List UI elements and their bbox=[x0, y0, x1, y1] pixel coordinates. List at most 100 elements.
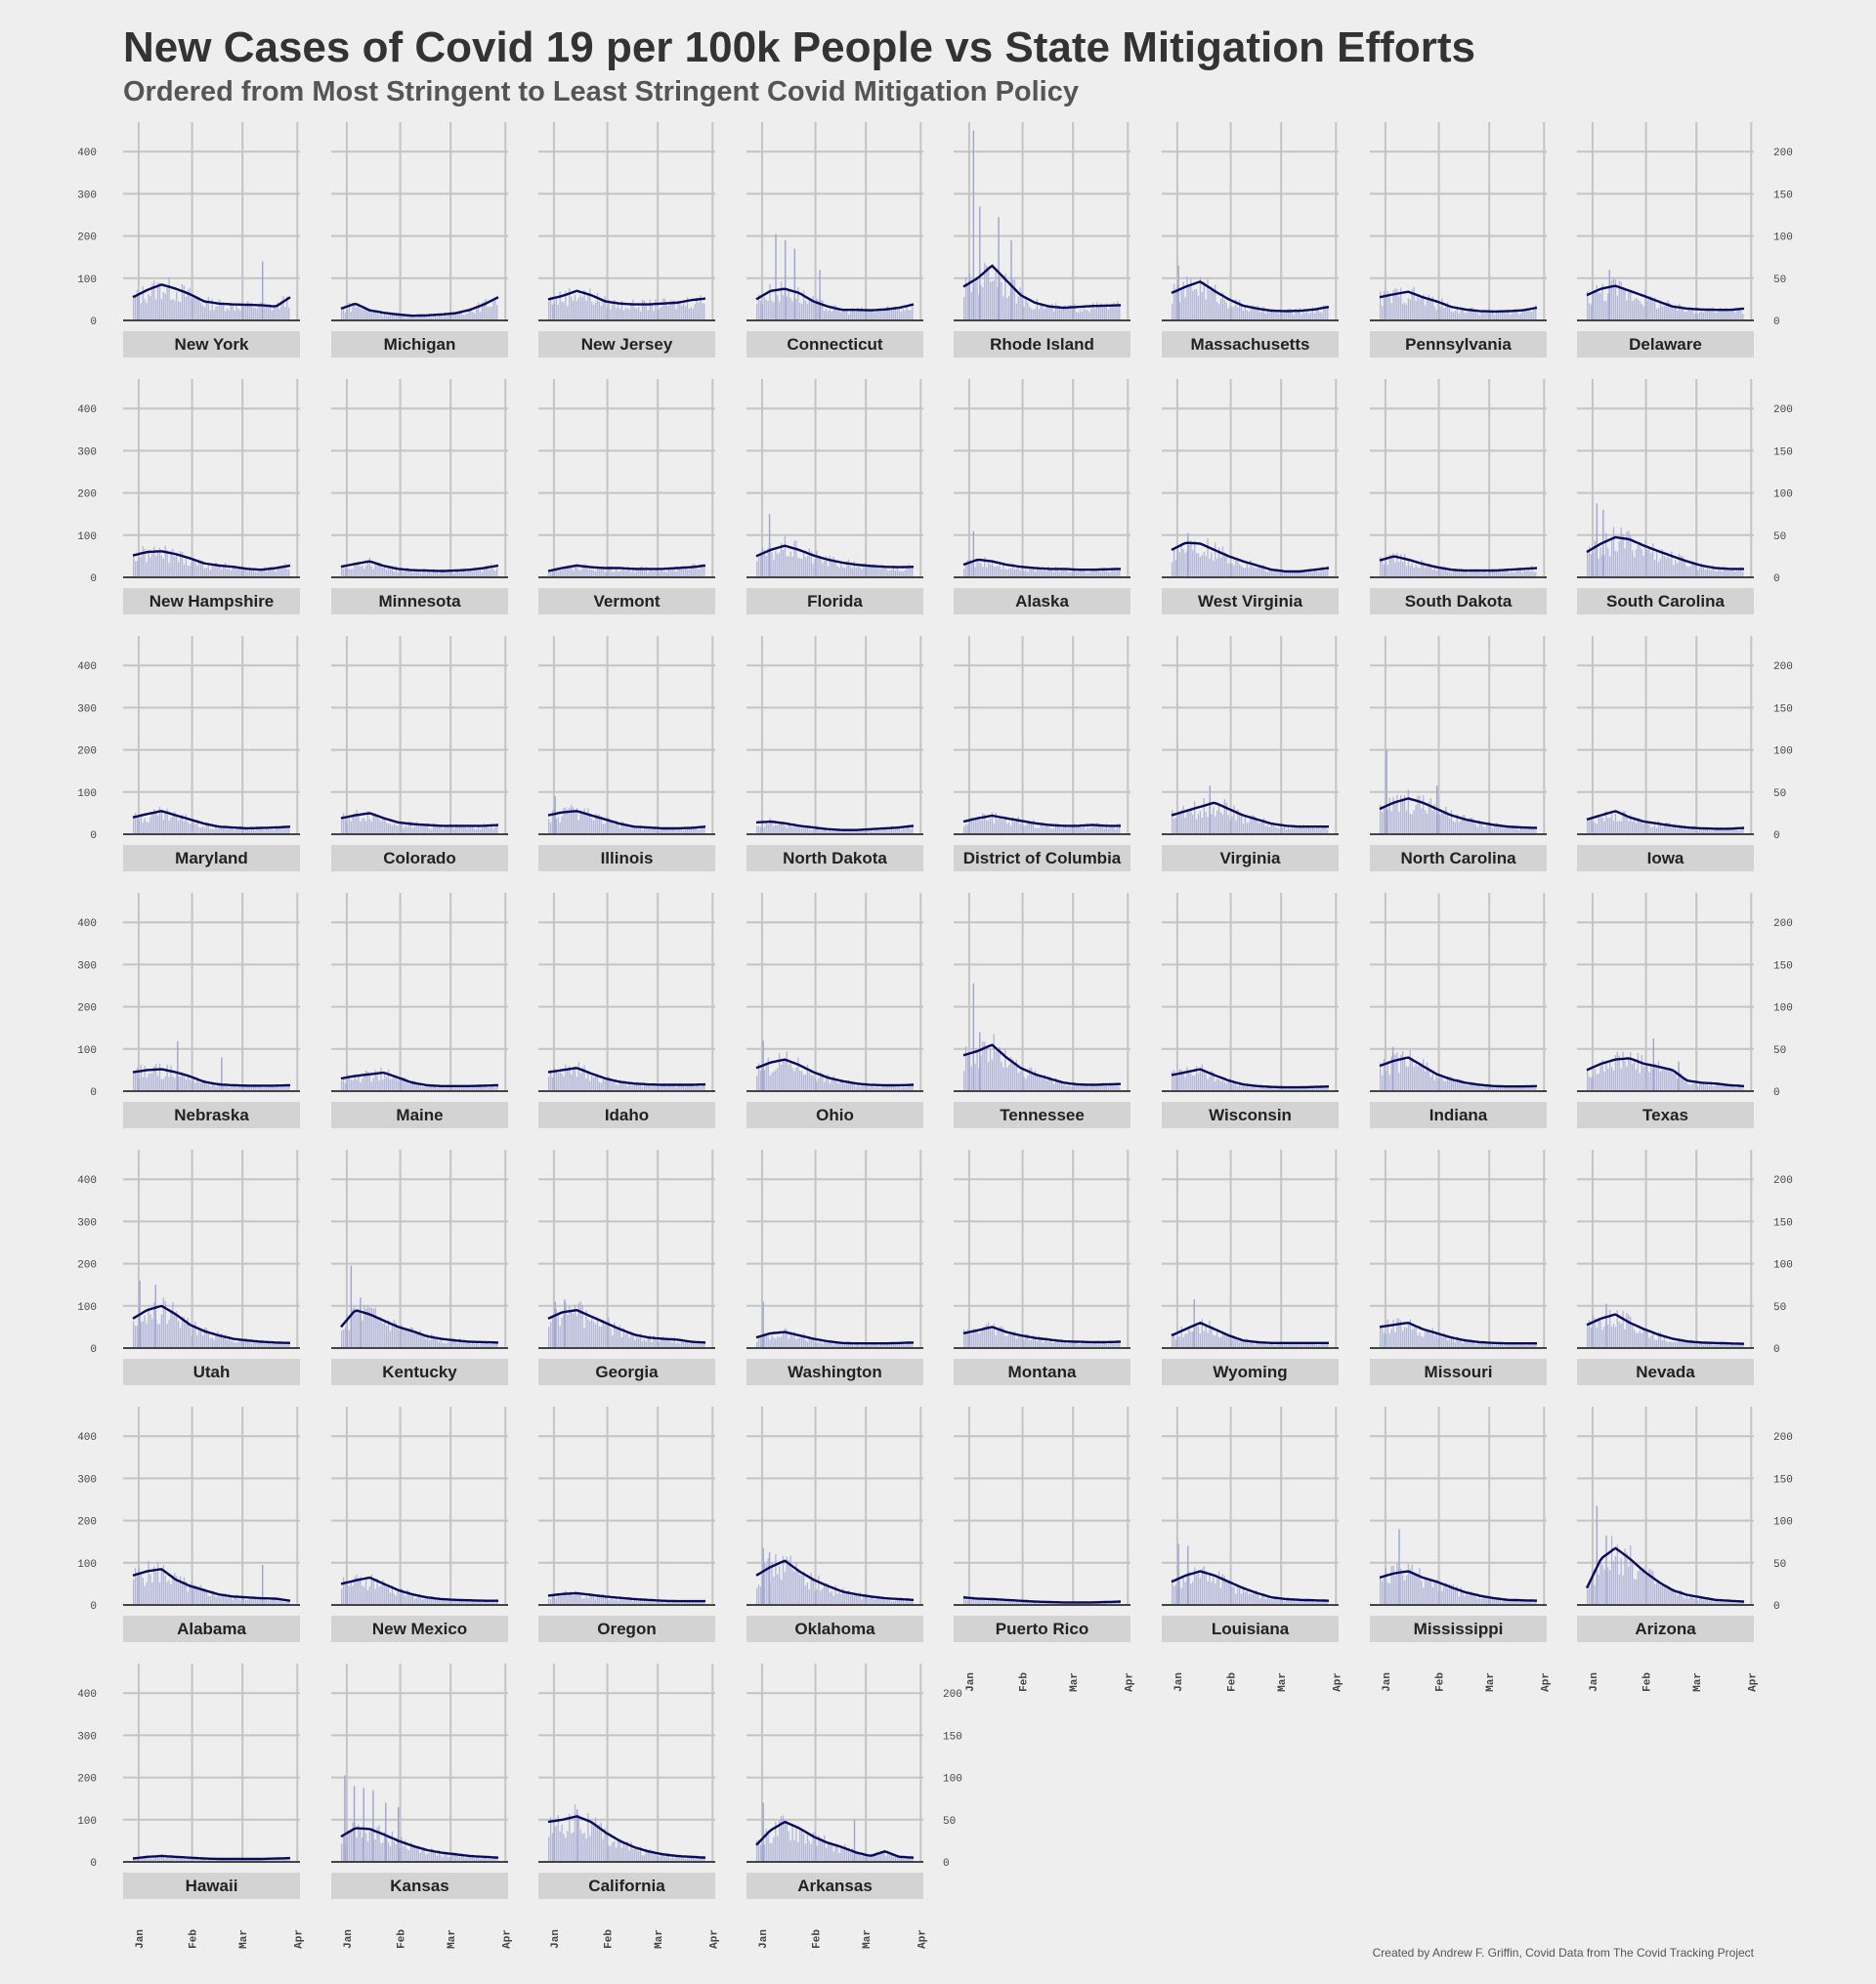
daily-bar bbox=[661, 298, 664, 320]
daily-bar bbox=[1217, 804, 1220, 834]
daily-bar bbox=[912, 567, 914, 577]
daily-bar bbox=[1514, 571, 1516, 577]
daily-bar bbox=[1452, 1583, 1455, 1605]
daily-bar bbox=[698, 569, 700, 577]
daily-bar bbox=[1450, 1076, 1453, 1091]
daily-bar bbox=[1015, 1059, 1017, 1091]
daily-bar bbox=[185, 1581, 187, 1605]
daily-bar bbox=[581, 567, 583, 577]
daily-bar bbox=[902, 826, 904, 834]
daily-bar bbox=[1603, 1327, 1605, 1348]
daily-bar bbox=[842, 310, 844, 320]
daily-bar bbox=[237, 569, 239, 577]
daily-bar bbox=[779, 1336, 781, 1348]
daily-bar bbox=[842, 828, 844, 834]
daily-bar bbox=[232, 1599, 234, 1605]
daily-bar bbox=[1280, 1088, 1282, 1091]
daily-bar bbox=[993, 1598, 995, 1605]
daily-bar bbox=[372, 569, 374, 577]
daily-bar bbox=[846, 308, 848, 320]
daily-bar bbox=[1654, 560, 1656, 577]
daily-bar bbox=[1644, 290, 1646, 320]
daily-bar bbox=[1622, 533, 1624, 577]
daily-bar bbox=[677, 1342, 679, 1348]
daily-bar bbox=[1090, 1343, 1092, 1348]
daily-bar bbox=[995, 1598, 997, 1605]
daily-bar bbox=[485, 1600, 487, 1605]
daily-bar bbox=[1119, 568, 1121, 577]
daily-bar bbox=[1109, 571, 1111, 577]
daily-bar bbox=[217, 1330, 219, 1348]
daily-bar bbox=[275, 307, 277, 320]
daily-bar bbox=[440, 1600, 442, 1605]
daily-bar bbox=[608, 1076, 610, 1091]
daily-bar bbox=[679, 826, 681, 834]
daily-bar bbox=[144, 299, 146, 320]
daily-bar bbox=[1601, 1564, 1603, 1605]
daily-bar bbox=[896, 1087, 899, 1091]
daily-bar bbox=[1675, 304, 1677, 320]
daily-bar bbox=[223, 1336, 225, 1348]
daily-bar bbox=[782, 1330, 785, 1348]
daily-bar bbox=[602, 566, 604, 577]
daily-bar bbox=[1732, 826, 1734, 834]
daily-bar bbox=[1480, 1598, 1482, 1605]
daily-bar bbox=[1088, 312, 1090, 320]
daily-bar bbox=[395, 1595, 397, 1605]
x-tick: Jan bbox=[1382, 1672, 1393, 1692]
daily-bar bbox=[553, 808, 556, 834]
daily-bar bbox=[1008, 1334, 1010, 1348]
daily-bar bbox=[1219, 298, 1222, 320]
daily-bar bbox=[1671, 1590, 1673, 1605]
daily-bar bbox=[667, 828, 669, 834]
daily-bar bbox=[1207, 538, 1209, 577]
average-line bbox=[1171, 1068, 1330, 1089]
daily-bar bbox=[1002, 1328, 1004, 1348]
daily-bar bbox=[1085, 828, 1087, 834]
daily-bar bbox=[791, 1068, 793, 1091]
daily-bar bbox=[896, 1343, 899, 1348]
daily-bar bbox=[1315, 827, 1317, 834]
daily-bar bbox=[604, 1080, 606, 1091]
daily-bar bbox=[1610, 1327, 1613, 1348]
daily-bar bbox=[1712, 1344, 1714, 1348]
daily-bar bbox=[759, 300, 762, 320]
daily-bar bbox=[1486, 572, 1488, 577]
daily-bar bbox=[1722, 1599, 1724, 1605]
daily-bar bbox=[1013, 279, 1016, 320]
daily-bar bbox=[846, 1342, 848, 1348]
daily-bar bbox=[1609, 1309, 1611, 1348]
daily-bar bbox=[831, 561, 832, 577]
daily-bar bbox=[756, 1076, 758, 1091]
daily-bar bbox=[1094, 824, 1096, 834]
daily-bar bbox=[1409, 299, 1411, 320]
daily-bar bbox=[1087, 1341, 1088, 1348]
daily-bar bbox=[224, 1082, 227, 1091]
daily-bar bbox=[1458, 1340, 1460, 1348]
daily-bar bbox=[806, 304, 809, 320]
daily-bar bbox=[679, 302, 681, 320]
daily-bar bbox=[1413, 810, 1415, 834]
daily-bar bbox=[153, 546, 155, 577]
daily-bar bbox=[692, 564, 694, 577]
daily-bar bbox=[438, 826, 440, 834]
daily-bar bbox=[806, 1341, 809, 1348]
daily-bar bbox=[1319, 828, 1321, 834]
daily-bar bbox=[1599, 1561, 1601, 1605]
x-tick: Feb bbox=[1227, 1672, 1239, 1692]
daily-bar bbox=[583, 1065, 585, 1091]
daily-bar bbox=[912, 1082, 914, 1091]
daily-bar bbox=[692, 1600, 694, 1605]
daily-bar bbox=[1211, 1070, 1213, 1091]
daily-bar bbox=[451, 312, 453, 320]
daily-bar bbox=[598, 1596, 601, 1605]
daily-bar bbox=[661, 828, 664, 834]
daily-bar bbox=[142, 546, 144, 577]
daily-bar bbox=[266, 1086, 268, 1091]
daily-bar bbox=[1740, 567, 1742, 577]
daily-bar bbox=[148, 1560, 149, 1605]
daily-bar bbox=[1448, 1339, 1451, 1348]
daily-bar bbox=[239, 825, 241, 834]
daily-bar bbox=[1239, 564, 1241, 577]
daily-bar bbox=[1740, 1600, 1742, 1605]
